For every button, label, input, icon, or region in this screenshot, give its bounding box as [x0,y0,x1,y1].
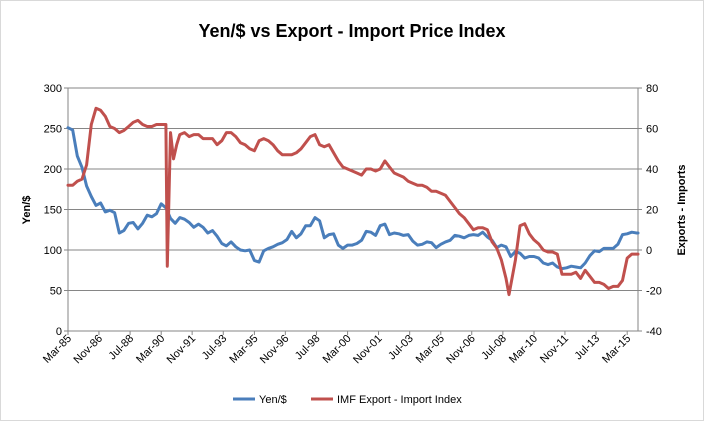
x-tick-label: Mar-90 [134,333,167,366]
x-tick-label: Jul-03 [386,333,416,363]
y2-axis-title: Exports - Imports [676,164,688,255]
y2-tick-label: -20 [646,286,662,298]
x-tick-label: Jul-93 [200,333,230,363]
x-tick-label: Nov-91 [165,333,199,367]
chart-title: Yen/$ vs Export - Import Price Index [198,21,505,41]
x-tick-label: Nov-06 [444,333,478,367]
series-lines [66,106,640,297]
x-tick-label: Nov-11 [538,333,571,366]
x-tick-label: Mar-00 [321,333,354,366]
x-tick-label: Mar-15 [600,333,633,366]
x-tick-label: Jul-13 [573,333,603,363]
y-tick-label: 250 [44,124,62,136]
x-tick-label: Nov-96 [258,333,292,367]
y2-tick-label: 80 [646,83,658,95]
y2-tick-label: 0 [646,245,652,257]
x-tick-label: Mar-10 [507,333,540,366]
y-tick-label: 50 [50,286,62,298]
x-tick-label: Jul-08 [479,333,509,363]
x-tick-label: Nov-86 [71,333,105,367]
x-tick-label: Jul-88 [107,333,137,363]
series-line-2 [66,106,640,297]
legend-label-1: Yen/$ [259,394,287,406]
y-axis-title: Yen/$ [21,196,33,225]
y2-tick-label: -40 [646,326,662,338]
gridlines [68,87,638,291]
series-line-1 [66,126,640,271]
y2-tick-label: 20 [646,205,658,217]
x-tick-label: Mar-05 [414,333,447,366]
y-tick-label: 150 [44,205,62,217]
legend-label-2: IMF Export - Import Index [337,394,462,406]
y-tick-label: 0 [56,326,62,338]
y-tick-label: 200 [44,164,62,176]
legend: Yen/$ IMF Export - Import Index [233,394,462,406]
y2-tick-label: 60 [646,124,658,136]
x-tick-label: Mar-95 [227,333,260,366]
x-tick-label: Jul-98 [293,333,323,363]
y-tick-label: 100 [44,245,62,257]
y-tick-label: 300 [44,83,62,95]
y2-tick-label: 40 [646,164,658,176]
x-tick-label: Nov-01 [351,333,385,367]
